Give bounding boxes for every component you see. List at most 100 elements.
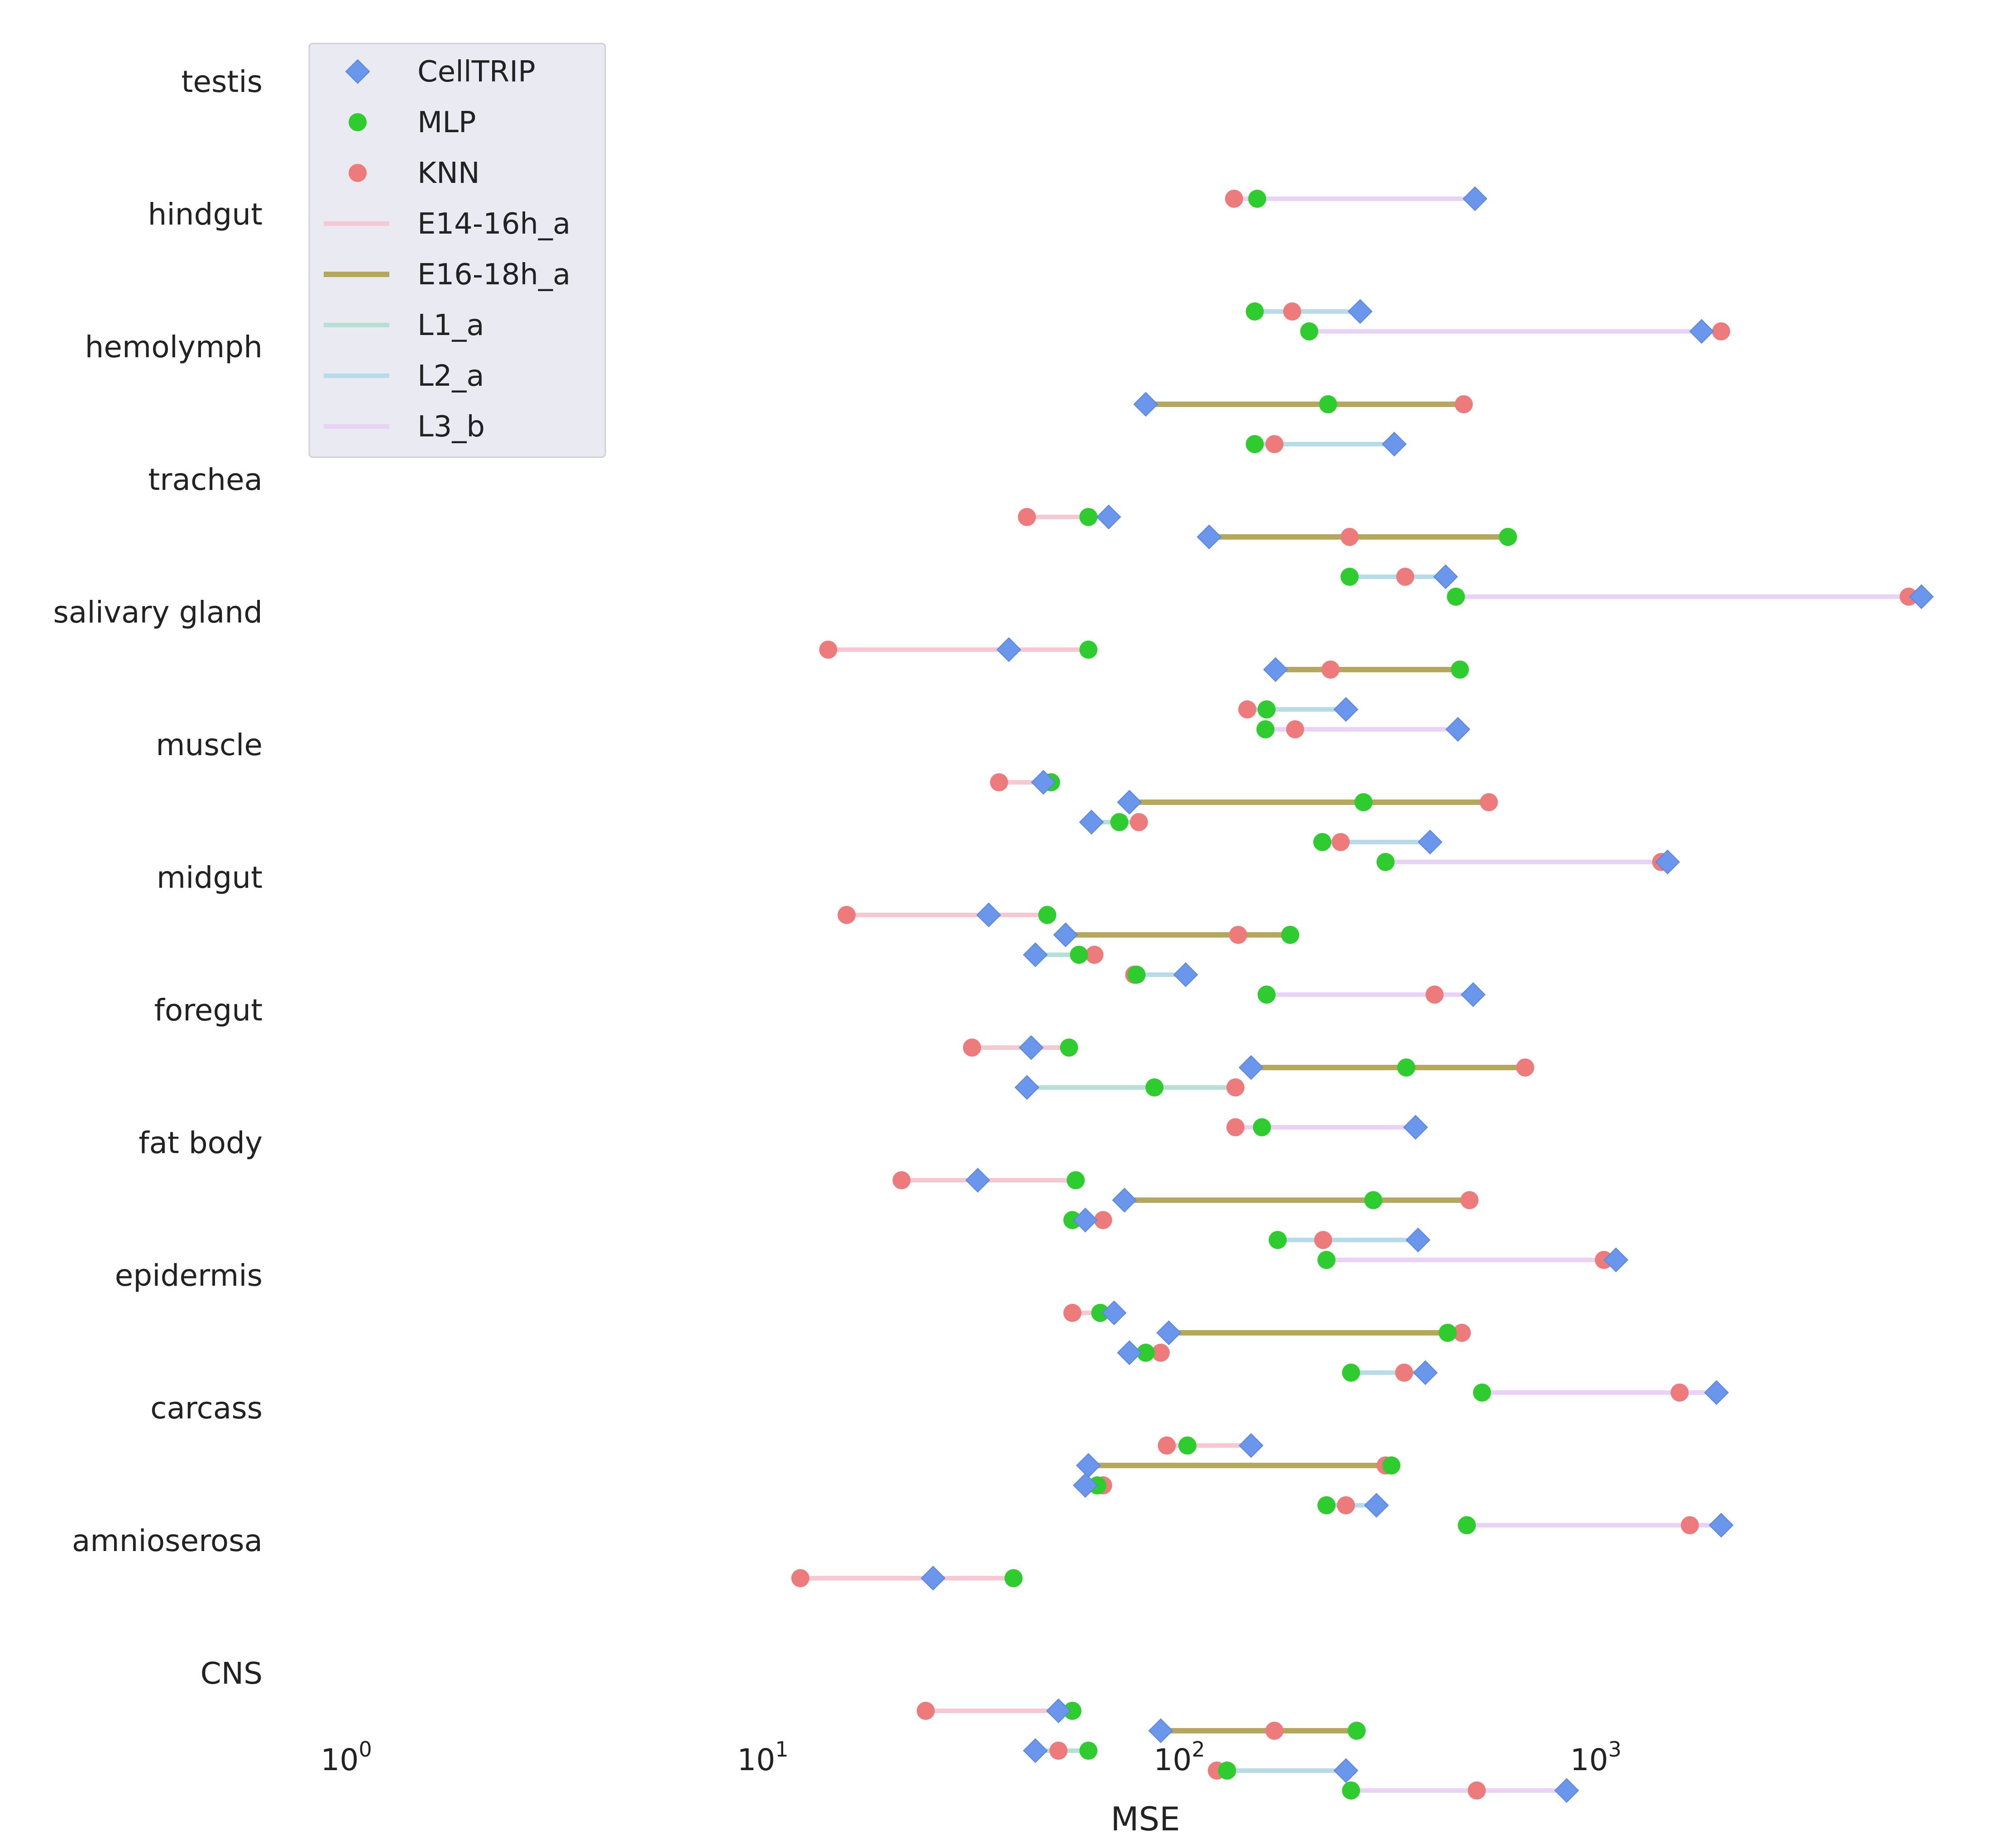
row-midgut-l1-a [1023, 942, 1104, 967]
row-cns-l1-a [1023, 1738, 1098, 1763]
point-mlp [1342, 1364, 1360, 1382]
point-knn [1337, 1496, 1355, 1514]
point-mlp [1319, 395, 1337, 413]
legend-marker-celltrip [345, 59, 370, 84]
row-midgut-l3-b [1257, 982, 1486, 1007]
point-celltrip [1460, 982, 1486, 1007]
row-foregut-e16-18h-a [1239, 1055, 1534, 1080]
point-celltrip [1148, 1718, 1173, 1743]
point-mlp [1067, 1171, 1085, 1189]
row-epidermis-l3-b [1473, 1380, 1729, 1405]
plot-area [791, 186, 1934, 1803]
point-celltrip [1909, 584, 1934, 609]
point-knn [838, 906, 856, 924]
point-mlp [1253, 1118, 1271, 1136]
point-celltrip [1704, 1380, 1729, 1405]
point-knn [1286, 720, 1304, 738]
y-tick-label-hindgut: hindgut [148, 197, 263, 232]
point-celltrip [1689, 319, 1714, 344]
point-mlp [1070, 946, 1088, 964]
point-mlp [1498, 528, 1517, 546]
y-tick-label-fat-body: fat body [139, 1125, 263, 1160]
point-mlp [1281, 926, 1299, 944]
point-celltrip [1364, 1493, 1389, 1518]
row-epidermis-e14-16h-a [1063, 1300, 1127, 1326]
point-celltrip [1117, 1340, 1142, 1365]
y-tick-label-muscle: muscle [156, 728, 263, 762]
point-mlp [1450, 661, 1469, 679]
point-knn [1158, 1436, 1176, 1455]
point-knn [1455, 395, 1473, 413]
row-salivary-gland-l2-a [1238, 697, 1359, 722]
row-carcass-e14-16h-a [1158, 1433, 1264, 1458]
legend-item-celltrip: CellTRIP [345, 55, 536, 89]
point-mlp [1248, 190, 1267, 208]
point-knn [1671, 1384, 1689, 1402]
point-celltrip [1347, 299, 1373, 324]
legend-box [308, 43, 606, 458]
x-axis-tick-labels: 100 101 102 103 [321, 1737, 1621, 1777]
point-celltrip [1412, 1360, 1438, 1385]
point-knn [1516, 1058, 1534, 1077]
point-knn [1900, 588, 1918, 606]
row-midgut-e14-16h-a [838, 902, 1057, 928]
point-mlp [1063, 1211, 1082, 1229]
point-knn [916, 1702, 935, 1720]
row-midgut-e16-18h-a [1053, 922, 1299, 948]
y-tick-label-epidermis: epidermis [115, 1258, 263, 1293]
point-celltrip [1554, 1778, 1579, 1803]
legend-label-mlp: MLP [417, 106, 476, 139]
point-knn [963, 1039, 981, 1057]
y-tick-label-amnioserosa: amnioserosa [72, 1523, 263, 1558]
point-celltrip [1239, 1433, 1264, 1458]
point-knn [990, 773, 1008, 791]
row-trachea-e14-16h-a [1018, 504, 1121, 530]
y-tick-label-carcass: carcass [150, 1391, 263, 1426]
point-knn [1396, 568, 1414, 586]
point-mlp [1347, 1722, 1366, 1740]
row-fat-body-l2-a [1269, 1227, 1431, 1253]
row-muscle-l2-a [1313, 829, 1443, 855]
legend-marker-mlp [349, 113, 367, 131]
legend-item-knn: KNN [349, 157, 480, 190]
point-celltrip [1112, 1187, 1137, 1213]
point-mlp [1382, 1456, 1401, 1475]
point-celltrip [1403, 1115, 1428, 1140]
point-mlp [1145, 1078, 1164, 1096]
point-mlp [1110, 813, 1129, 831]
row-fat-body-e16-18h-a [1112, 1187, 1479, 1213]
x-tick-label-2: 102 [1154, 1737, 1205, 1777]
point-knn [1238, 700, 1257, 718]
row-muscle-l1-a [1079, 809, 1148, 835]
point-celltrip [1197, 524, 1222, 550]
point-celltrip [1019, 1035, 1044, 1060]
point-celltrip [1117, 790, 1142, 815]
point-celltrip [1333, 1758, 1359, 1783]
point-celltrip [1417, 829, 1443, 855]
x-tick-label-0: 100 [321, 1737, 372, 1777]
point-celltrip [1053, 922, 1078, 948]
point-celltrip [1709, 1513, 1734, 1538]
row-salivary-gland-l3-b [1256, 717, 1470, 742]
point-mlp [1317, 1496, 1336, 1514]
point-mlp [1079, 508, 1098, 526]
row-foregut-e14-16h-a [963, 1035, 1078, 1060]
point-mlp [1473, 1384, 1491, 1402]
y-tick-label-cns: CNS [201, 1656, 263, 1691]
point-celltrip [1031, 770, 1056, 795]
point-celltrip [1023, 942, 1048, 967]
y-tick-label-foregut: foregut [154, 993, 263, 1028]
legend-item-mlp: MLP [349, 106, 476, 139]
legend-label-e14-16h-a: E14-16h_a [417, 207, 570, 241]
row-hindgut-l2-a [1245, 299, 1373, 324]
legend-item-e16-18h-a: E16-18h_a [324, 258, 570, 292]
point-celltrip [1173, 962, 1198, 987]
point-celltrip [1655, 849, 1680, 875]
point-celltrip [1263, 657, 1288, 682]
point-mlp [1269, 1231, 1287, 1249]
point-celltrip [920, 1566, 946, 1591]
row-cns-e16-18h-a [1148, 1718, 1366, 1743]
point-mlp [1354, 793, 1373, 811]
x-tick-exponent: 1 [775, 1737, 788, 1762]
